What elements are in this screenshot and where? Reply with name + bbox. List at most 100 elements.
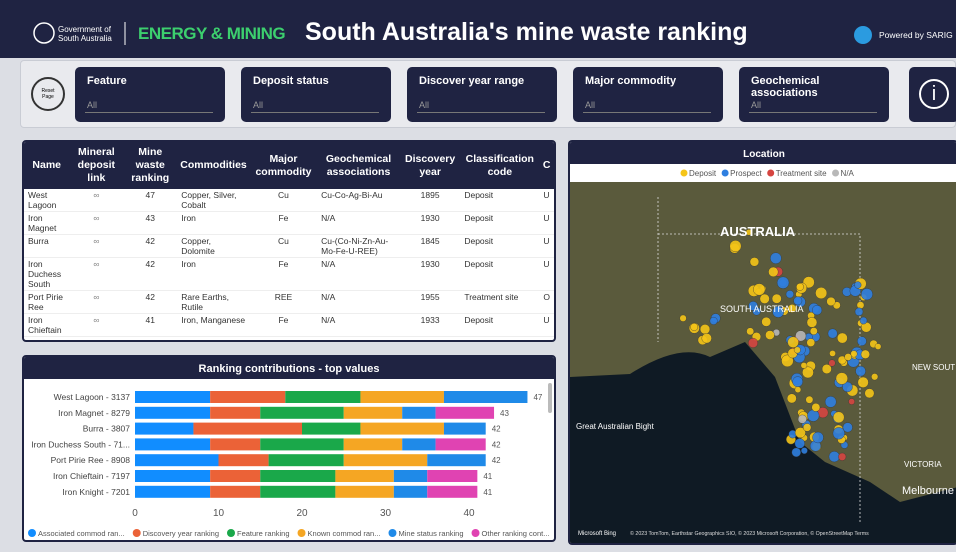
map-label: NEW SOUT: [912, 363, 955, 372]
map-point: [857, 336, 867, 346]
bar-segment: [435, 438, 486, 451]
cell: U: [539, 189, 554, 212]
map-point: [821, 364, 832, 374]
map-point: [794, 438, 805, 449]
bar-segment: [260, 485, 336, 498]
deposit-link[interactable]: ∞: [69, 290, 124, 314]
legend-swatch: [28, 529, 36, 537]
cell: 1955: [399, 290, 461, 314]
map-point: [854, 281, 862, 289]
map-point: [746, 327, 755, 336]
total-label: 41: [483, 488, 492, 497]
filter-label: Deposit status: [253, 75, 329, 87]
column-header: Commodities: [177, 142, 250, 189]
column-header: Major commodity: [249, 142, 318, 189]
map-point: [807, 409, 820, 422]
table-row[interactable]: Iron Chieftain ∞ 41 Iron, Manganese Fe N/A 193…: [24, 313, 554, 337]
filter[interactable]: Discover year range All: [407, 67, 557, 122]
legend-swatch: [132, 529, 141, 537]
cell: U: [539, 234, 554, 258]
table-row[interactable]: West Lagoon ∞ 47 Copper, Silver, Cobalt Cu Cu…: [24, 189, 554, 212]
map-point: [791, 447, 801, 458]
map-point: [759, 293, 770, 304]
cell: Cu-(Co-Ni-Zn-Au-Mo-Fe-U-REE): [317, 234, 400, 258]
filter[interactable]: Feature All: [75, 67, 225, 122]
deposit-link[interactable]: ∞: [69, 189, 124, 212]
bar-segment: [135, 406, 211, 419]
map-point: [792, 376, 804, 388]
cell: Iron Chieftain: [24, 313, 70, 337]
deposit-link[interactable]: ∞: [69, 336, 124, 340]
map-point: [854, 307, 864, 316]
map-point: [826, 296, 836, 307]
filter[interactable]: Geochemical associations All: [739, 67, 889, 122]
table-row[interactable]: Burra ∞ 42 Copper, Dolomite Cu Cu-(Co-Ni-Zn-A…: [24, 234, 554, 258]
filter-label: Major commodity: [585, 75, 677, 87]
deposit-link[interactable]: ∞: [69, 257, 124, 291]
filter-value: All: [417, 95, 545, 113]
map-attribution: © 2023 TomTom, Earthstar Geographics SIO…: [630, 530, 869, 537]
deposit-link[interactable]: ∞: [69, 211, 124, 235]
map-legend-label: Deposit: [689, 169, 717, 178]
map-panel: Location Deposit Prospect Treatment site N/A…: [568, 140, 956, 545]
table-row[interactable]: Iron Duchess South ∞ 42 Iron Fe N/A 1930 Deposi…: [24, 257, 554, 291]
category-label: Iron Duchess South - 71...: [31, 439, 130, 449]
bar-segment: [343, 454, 428, 467]
cell: 1930: [399, 257, 461, 291]
cell: Treatment site: [460, 290, 540, 314]
map-point: [842, 422, 853, 433]
map-legend-label: N/A: [841, 169, 855, 178]
filter[interactable]: Deposit status All: [241, 67, 391, 122]
cell: O: [539, 290, 554, 314]
bar-segment: [135, 438, 211, 451]
filter-strip: Reset Page i Feature All Deposit status All…: [20, 60, 956, 128]
total-label: 42: [492, 440, 501, 449]
cell: 41: [123, 336, 178, 340]
filter-value: All: [85, 95, 213, 113]
gov-logo: [33, 22, 55, 44]
map-point: [768, 266, 779, 278]
map-point: [801, 447, 808, 455]
map-point: [793, 296, 803, 306]
total-label: 42: [492, 425, 501, 434]
table-row[interactable]: Iron Magnet ∞ 43 Iron Fe N/A 1930 Deposit U: [24, 211, 554, 235]
map-sea: [570, 342, 956, 543]
state-border: [657, 197, 861, 522]
map-point: [749, 257, 760, 267]
cell: N/A: [317, 313, 400, 337]
reset-label: Reset Page: [41, 88, 55, 100]
table-row[interactable]: Port Pirie Ree ∞ 42 Rare Earths, Rutile REE N…: [24, 290, 554, 314]
scrollbar: [548, 383, 552, 413]
reset-button[interactable]: [31, 77, 65, 111]
column-header: Classification code: [460, 142, 540, 189]
filter[interactable]: Major commodity All: [573, 67, 723, 122]
deposit-link[interactable]: ∞: [69, 234, 124, 258]
map-point: [679, 314, 687, 322]
info-button[interactable]: i: [909, 67, 956, 122]
cell: Fe: [249, 257, 318, 291]
bar-segment: [210, 438, 261, 451]
cell: Iron Duchess South: [24, 257, 70, 291]
bar-segment: [335, 485, 394, 498]
map-point: [802, 366, 814, 379]
legend-label: Discovery year ranking: [143, 529, 219, 538]
map-title: Location: [743, 149, 785, 160]
cell: Deposit: [460, 313, 540, 337]
map-legend-swatch: [767, 169, 775, 177]
category-label: Iron Chieftain - 7197: [53, 471, 130, 481]
cell: Iron Magnet: [24, 211, 70, 235]
cell: Cu-Co-Ag-Bi-Au: [317, 189, 400, 212]
map-point: [832, 411, 845, 424]
cell: Iron: [177, 211, 250, 235]
legend-swatch: [227, 529, 235, 537]
cell: Iron, Manganese: [177, 313, 250, 337]
category-label: Iron Knight - 7201: [62, 487, 130, 497]
bar-segment: [443, 422, 486, 435]
map-point: [753, 283, 766, 296]
map-point: [802, 423, 812, 432]
cell: Port Pirie Ree: [24, 290, 70, 314]
map-point: [829, 350, 836, 357]
deposit-link[interactable]: ∞: [69, 313, 124, 337]
map-point: [761, 316, 772, 327]
